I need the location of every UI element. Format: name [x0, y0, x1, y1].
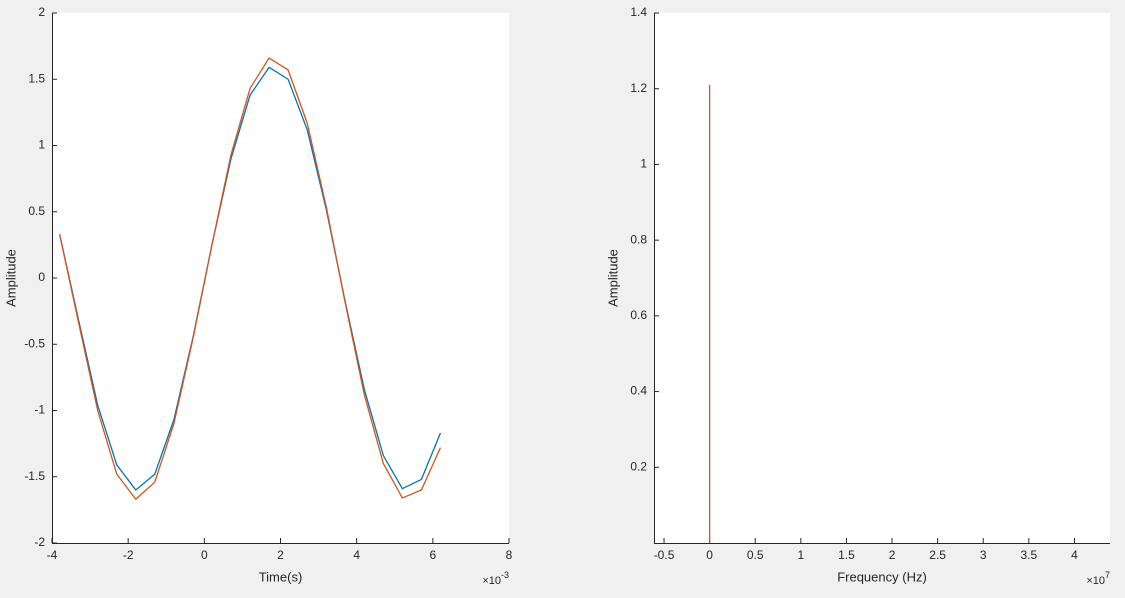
x-tick-label: 8 — [506, 548, 513, 562]
y-tick-label: 1 — [38, 138, 45, 152]
x-tick-label: 1 — [797, 548, 804, 562]
y-tick-label: 1 — [640, 157, 647, 171]
line-series — [58, 57, 442, 501]
x-tick-label: -4 — [47, 548, 58, 562]
x-tick-label: 4 — [353, 548, 360, 562]
y-tick-label: 1.2 — [630, 81, 647, 95]
y-tick-label: -0.5 — [24, 336, 45, 350]
x-tick-label: 3.5 — [1020, 548, 1037, 562]
line-series — [58, 66, 442, 491]
x-exponent: ×107 — [1086, 570, 1110, 587]
plot-area — [52, 13, 509, 543]
y-tick-label: -2 — [34, 535, 45, 549]
exponent-power: 7 — [1105, 570, 1110, 580]
y-tick-label: 0.4 — [630, 384, 647, 398]
x-tick-label: 4 — [1071, 548, 1078, 562]
x-tick-label: 0 — [706, 548, 713, 562]
x-tick-label: 2.5 — [929, 548, 946, 562]
x-tick-label: 3 — [980, 548, 987, 562]
x-tick-label: 0 — [201, 548, 208, 562]
y-tick-label: -1 — [34, 403, 45, 417]
y-tick-label: 1.4 — [630, 5, 647, 19]
x-tick-label: 2 — [889, 548, 896, 562]
y-tick-label: -1.5 — [24, 469, 45, 483]
y-tick-label: 0.6 — [630, 308, 647, 322]
x-exponent: ×10-3 — [482, 570, 509, 587]
plot-area — [654, 13, 1110, 543]
exponent-power: -3 — [501, 570, 509, 580]
x-axis-label: Frequency (Hz) — [837, 569, 927, 584]
axes: -4 -2 0 2 4 6 8-2-1.5-1-0.500.511.52Time(s)Amp… — [3, 5, 512, 587]
y-axis-label: Amplitude — [3, 249, 18, 307]
exponent-base: ×10 — [482, 575, 501, 587]
y-tick-label: 0.8 — [630, 232, 647, 246]
y-tick-label: 2 — [38, 5, 45, 19]
x-tick-label: -0.5 — [654, 548, 675, 562]
x-tick-label: 0.5 — [747, 548, 764, 562]
y-tick-label: 1.5 — [28, 71, 45, 85]
x-tick-label: -2 — [123, 548, 134, 562]
x-tick-label: 1.5 — [838, 548, 855, 562]
exponent-base: ×10 — [1086, 575, 1105, 587]
y-tick-label: 0 — [38, 270, 45, 284]
y-tick-label: 0.5 — [28, 204, 45, 218]
x-axis-label: Time(s) — [259, 569, 303, 584]
x-tick-label: 2 — [277, 548, 284, 562]
y-tick-label: 0.2 — [630, 459, 647, 473]
axes: -0.5 0 0.5 1 1.5 2 2.5 3 3.5 4 0.2 0.4 0.6 0.8 1 1.2 1.4… — [605, 5, 1110, 587]
x-tick-label: 6 — [429, 548, 436, 562]
y-axis-label: Amplitude — [605, 249, 620, 307]
